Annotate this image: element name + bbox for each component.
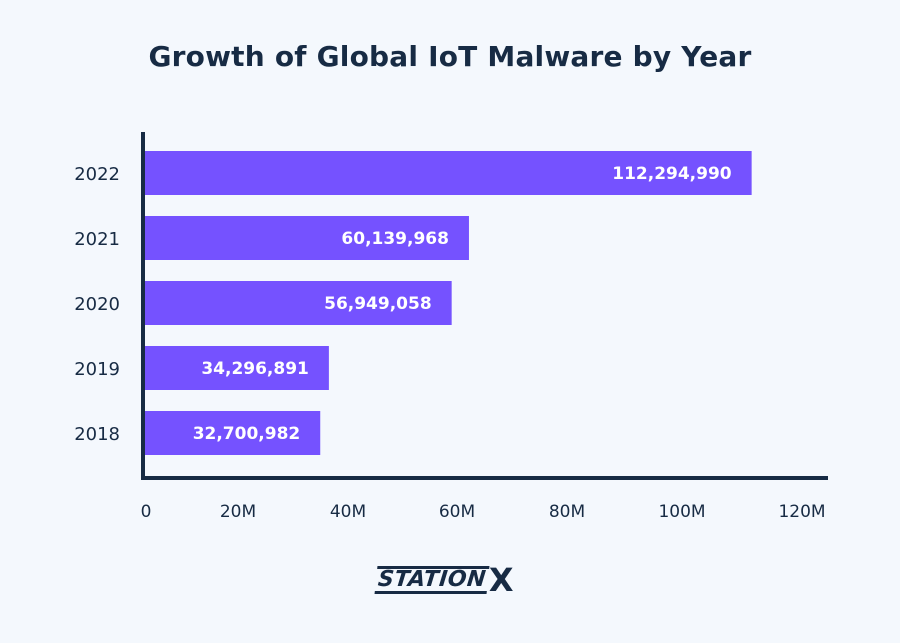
x-tick-label: 0 <box>141 502 152 522</box>
category-label: 2022 <box>74 164 120 185</box>
bar-value-label: 60,139,968 <box>341 229 449 249</box>
chart-title: Growth of Global IoT Malware by Year <box>148 40 752 73</box>
x-tick-label: 20M <box>220 502 256 522</box>
x-tick-label: 60M <box>439 502 475 522</box>
bar-2018 <box>143 411 321 455</box>
bar-value-label: 34,296,891 <box>201 359 309 379</box>
x-tick-label: 120M <box>778 502 825 522</box>
category-label: 2021 <box>74 229 120 250</box>
bar-2020 <box>143 281 452 325</box>
category-label: 2018 <box>74 424 120 445</box>
x-tick-label: 40M <box>330 502 366 522</box>
bar-2022 <box>143 151 752 195</box>
bar-value-label: 32,700,982 <box>193 424 301 444</box>
bar-2019 <box>143 346 329 390</box>
category-label: 2019 <box>74 359 120 380</box>
bar-value-label: 112,294,990 <box>612 164 732 184</box>
logo-x-mark: X <box>488 561 514 599</box>
stationx-logo: STATION X <box>374 561 514 599</box>
bar-2021 <box>143 216 469 260</box>
x-tick-label: 80M <box>549 502 585 522</box>
bar-value-label: 56,949,058 <box>324 294 432 314</box>
category-label: 2020 <box>74 294 120 315</box>
logo-wordmark: STATION <box>374 566 490 594</box>
x-tick-label: 100M <box>658 502 705 522</box>
